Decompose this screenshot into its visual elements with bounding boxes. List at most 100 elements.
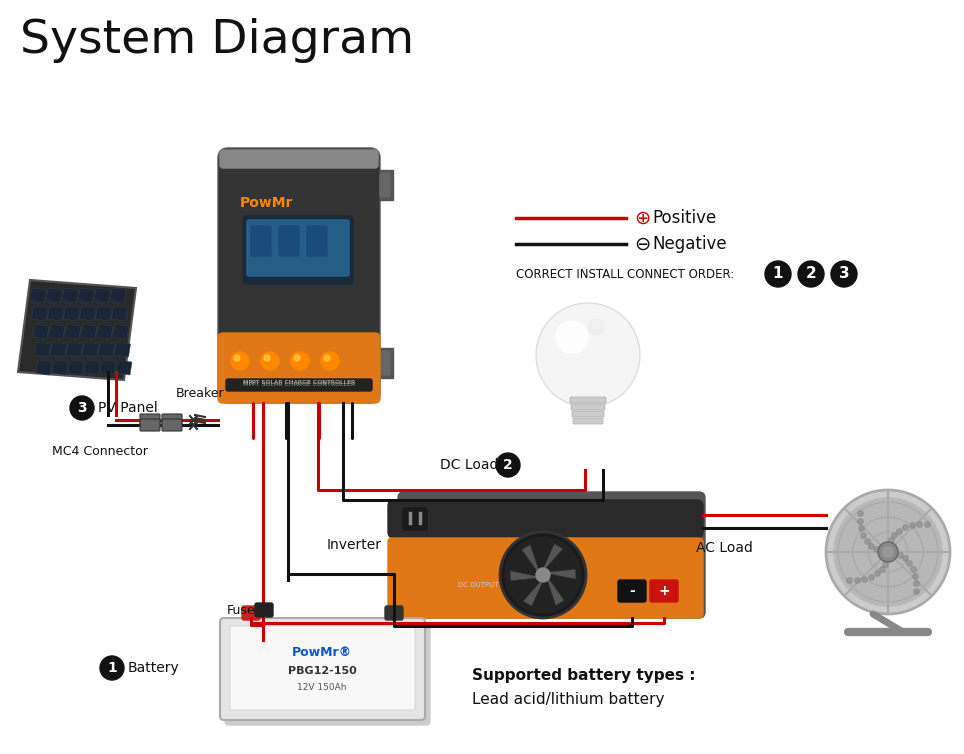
Text: 3: 3 [77,401,87,415]
Polygon shape [68,360,84,375]
Polygon shape [94,288,110,303]
Circle shape [496,453,520,477]
FancyBboxPatch shape [218,148,380,403]
Circle shape [883,547,893,557]
Text: AC Load: AC Load [696,541,753,555]
FancyBboxPatch shape [243,216,353,284]
FancyBboxPatch shape [226,379,372,391]
Circle shape [324,355,330,361]
Circle shape [234,355,240,361]
Circle shape [826,490,950,614]
Text: Negative: Negative [652,235,727,253]
Polygon shape [95,306,112,321]
Polygon shape [18,280,136,380]
Polygon shape [116,360,132,375]
Text: PowMr®: PowMr® [292,646,352,659]
FancyBboxPatch shape [307,226,327,256]
Bar [379,170,393,200]
Polygon shape [35,342,50,357]
Polygon shape [510,571,542,581]
Text: +: + [658,584,670,598]
Text: CORRECT INSTALL CONNECT ORDER:: CORRECT INSTALL CONNECT ORDER: [516,268,735,280]
FancyBboxPatch shape [140,419,160,431]
Circle shape [291,352,309,370]
Text: Positive: Positive [652,209,716,227]
Polygon shape [115,342,130,357]
Text: DC OUTPUT: DC OUTPUT [458,582,498,588]
Polygon shape [49,324,65,339]
FancyBboxPatch shape [388,500,703,538]
Text: Lead acid/lithium battery: Lead acid/lithium battery [472,692,664,707]
FancyBboxPatch shape [279,226,299,256]
Text: Inverter: Inverter [327,538,382,552]
Circle shape [264,355,270,361]
Circle shape [294,355,300,361]
Text: 12V 150Ah: 12V 150Ah [297,683,347,692]
Circle shape [831,261,857,287]
Polygon shape [65,324,81,339]
Text: Supported battery types :: Supported battery types : [472,668,695,683]
Polygon shape [78,288,94,303]
Polygon shape [546,575,564,605]
Text: MPPT SOLAR CHARGE CONTROLLER: MPPT SOLAR CHARGE CONTROLLER [243,382,355,388]
Polygon shape [62,288,78,303]
FancyBboxPatch shape [573,418,603,424]
FancyBboxPatch shape [220,150,378,168]
Text: PBG12-150: PBG12-150 [287,666,357,676]
Text: ⊕: ⊕ [634,209,651,228]
Text: 2: 2 [806,266,817,281]
Circle shape [100,656,124,680]
Text: PV Panel: PV Panel [98,401,158,415]
FancyBboxPatch shape [398,492,705,618]
FancyBboxPatch shape [388,538,703,618]
FancyBboxPatch shape [247,220,349,276]
Polygon shape [46,288,62,303]
Polygon shape [110,288,126,303]
Polygon shape [81,324,97,339]
Polygon shape [112,306,127,321]
Circle shape [556,321,588,353]
FancyBboxPatch shape [162,414,182,426]
FancyBboxPatch shape [403,508,427,530]
Polygon shape [50,342,67,357]
Polygon shape [67,342,83,357]
FancyBboxPatch shape [571,404,605,410]
Text: 1: 1 [107,661,117,675]
Text: Fuse: Fuse [227,603,255,617]
Circle shape [500,532,586,618]
Polygon shape [79,306,95,321]
Circle shape [765,261,791,287]
Polygon shape [84,360,100,375]
Text: PowMr: PowMr [240,196,293,210]
Circle shape [261,352,279,370]
Polygon shape [545,569,576,579]
Polygon shape [113,324,129,339]
Polygon shape [100,360,116,375]
Circle shape [536,303,640,407]
Polygon shape [32,306,47,321]
Circle shape [536,568,550,582]
Text: 3: 3 [839,266,849,281]
Bar [379,348,393,378]
Text: MC4 Connector: MC4 Connector [52,445,147,458]
FancyBboxPatch shape [251,226,271,256]
FancyBboxPatch shape [218,333,380,403]
FancyBboxPatch shape [225,623,430,725]
FancyBboxPatch shape [650,580,678,602]
Text: DC Load: DC Load [440,458,498,472]
Text: ⊖: ⊖ [634,234,651,253]
Polygon shape [64,306,79,321]
Text: Breaker: Breaker [175,387,225,400]
FancyBboxPatch shape [618,580,646,602]
Polygon shape [33,324,49,339]
FancyBboxPatch shape [380,173,390,197]
FancyBboxPatch shape [230,626,415,710]
FancyBboxPatch shape [572,411,604,417]
FancyBboxPatch shape [380,351,390,375]
Text: Battery: Battery [128,661,179,675]
FancyBboxPatch shape [242,606,260,620]
Polygon shape [97,324,113,339]
Polygon shape [98,342,115,357]
Circle shape [321,352,339,370]
Text: System Diagram: System Diagram [20,18,415,63]
